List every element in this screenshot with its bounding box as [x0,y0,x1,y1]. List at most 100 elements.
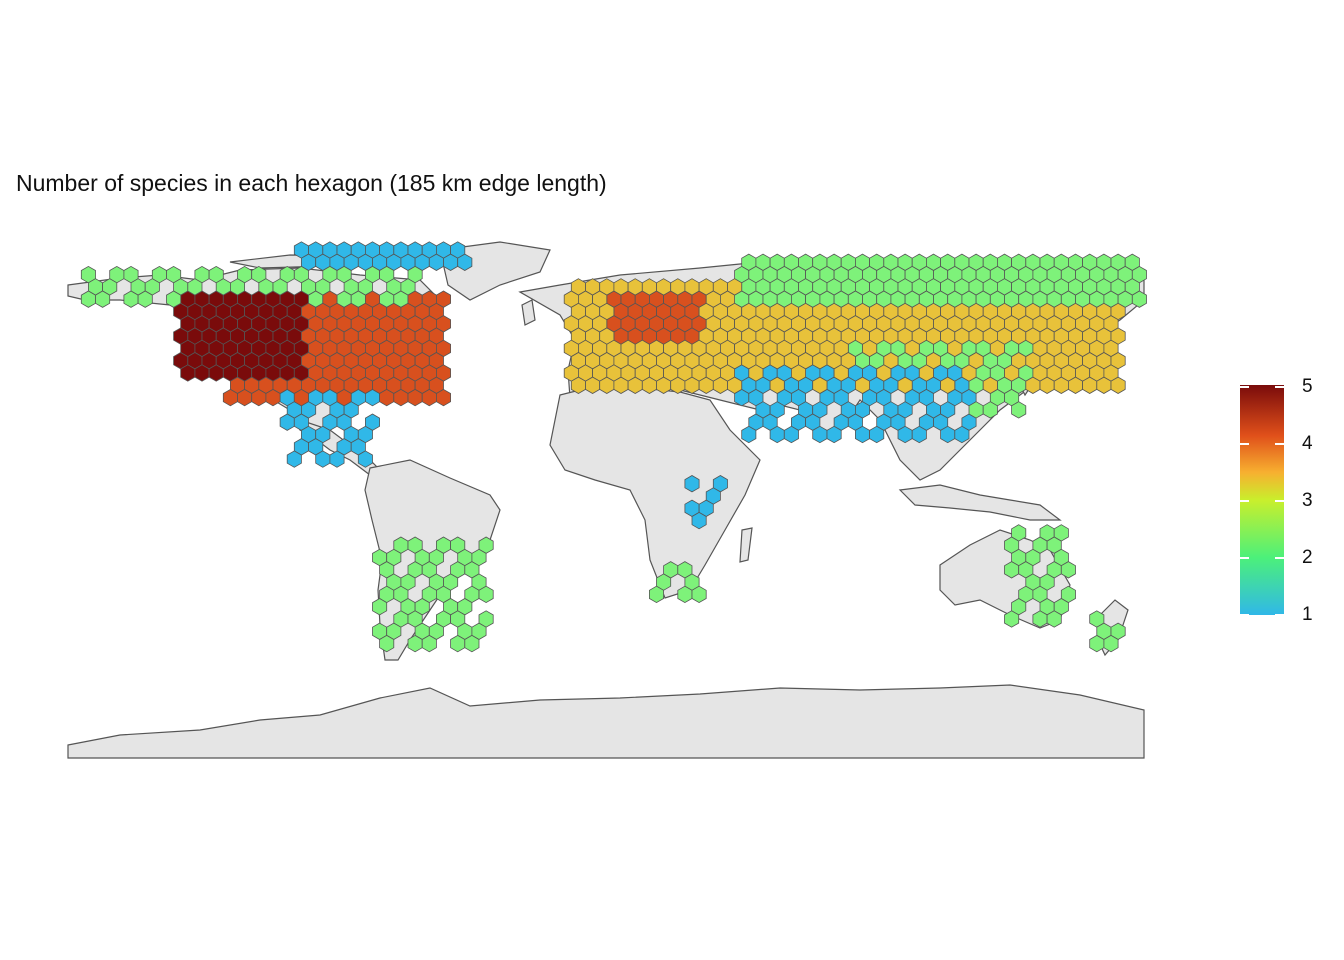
hexagon-europe-russia [1097,377,1111,393]
hexagon-europe-russia [791,365,805,381]
hexagon-canada-eastern-usa [436,389,450,405]
hexagon-europe-russia [813,353,827,369]
hexagon-europe-russia [877,365,891,381]
hexagon-europe-russia [699,377,713,393]
hexagon-eastern-australia [1033,611,1047,627]
hexagon-northern-canada-coast [81,291,95,307]
hexagon-europe-russia [1083,377,1097,393]
land-antarctica [68,685,1144,758]
hexagon-europe-russia [855,377,869,393]
hexagon-south-america-southern-cone- [451,635,465,651]
hexagon-canada-eastern-usa [266,389,280,405]
hexagon-south-southeast-asia [770,426,784,442]
hexagon-china [983,402,997,418]
hexagon-south-southeast-asia [912,426,926,442]
hexagon-europe-russia [685,377,699,393]
legend-label-2: 2 [1302,547,1313,569]
hexagon-europe-russia [571,377,585,393]
hexagon-northern-canada-coast [216,279,230,295]
hexagon-china [1012,402,1026,418]
hexagon-canada-eastern-usa [316,377,330,393]
hexagon-europe-russia [1054,377,1068,393]
legend-label-4: 4 [1302,433,1313,455]
hexagon-europe-russia [671,279,685,295]
hexagon-europe-russia [898,377,912,393]
hexagon-south-southeast-asia [941,426,955,442]
hexagon-europe-russia [770,377,784,393]
hexagon-europe-russia [657,377,671,393]
legend-label-3: 3 [1302,490,1313,512]
hexagon-south-southeast-asia [870,426,884,442]
hexagon-canada-eastern-usa [337,389,351,405]
hexagon-arctic-islands [458,254,472,270]
hexagon-south-southeast-asia [813,426,827,442]
hexagon-europe-russia [642,377,656,393]
color-legend: 5 4 3 2 1 [1238,383,1338,623]
hexagon-northern-canada-coast [96,291,110,307]
hexagon-europe-russia [884,328,898,344]
hexagon-europe-russia [1005,365,1019,381]
hexagon-western-north-america [181,365,195,381]
hexagon-europe-russia [813,377,827,393]
hexagon-east-africa [692,512,706,528]
hexagon-europe-russia [614,377,628,393]
hexagon-europe-russia [713,377,727,393]
hexagon-northern-canada-coast [230,279,244,295]
hexagon-europe-russia [990,340,1004,356]
hexagon-eastern-australia [1005,562,1019,578]
hexagon-south-southeast-asia [955,426,969,442]
hexagon-south-america-southern-cone- [380,635,394,651]
hexagon-europe-russia [926,328,940,344]
hexagon-mexico-central-america [358,451,372,467]
hexagon-south-southeast-asia [742,426,756,442]
hexagon-south-america-southern-cone- [408,635,422,651]
hexagon-south-america-southern-cone- [422,635,436,651]
hexagon-europe-russia [586,377,600,393]
hexagon-south-america-southern-cone- [373,599,387,615]
legend-label-5: 5 [1302,376,1313,398]
hexagon-canada-eastern-usa [223,389,237,405]
hexagon-europe-russia [628,377,642,393]
hexagon-europe-russia [863,340,877,356]
hexagon-mexico-central-america [330,451,344,467]
hexagon-europe-russia [1068,377,1082,393]
hexagon-northern-canada-coast [167,291,181,307]
hexagon-europe-russia [962,365,976,381]
hexagon-europe-russia [1012,328,1026,344]
hexagon-europe-russia [983,377,997,393]
hexagon-europe-russia [685,279,699,295]
hexagon-eastern-australia [1061,562,1075,578]
hexagon-canada-eastern-usa [394,389,408,405]
hexagon-europe-russia [919,365,933,381]
hexagon-canada-eastern-usa [380,389,394,405]
hexagon-new-zealand [1104,635,1118,651]
legend-label-1: 1 [1302,604,1313,626]
hexagon-europe-russia [614,279,628,295]
hexagon-europe-russia [905,340,919,356]
hexagon-northern-canada-coast [138,291,152,307]
hexagon-europe-russia [1040,377,1054,393]
hexagon-northern-canada-coast [273,279,287,295]
hexagon-europe-russia [728,377,742,393]
land-southeast-asia-islands [900,485,1060,520]
hexagon-europe-russia [941,377,955,393]
land-uk [522,300,535,325]
hexagon-europe-russia [671,377,685,393]
hexagon-south-southeast-asia [898,426,912,442]
hexagon-south-america-southern-cone- [465,635,479,651]
hexagon-europe-russia [834,365,848,381]
hexagon-southern-africa [692,586,706,602]
hexagon-europe-russia [749,365,763,381]
hexagon-mexico-central-america [287,451,301,467]
hexagon-east-africa [685,476,699,492]
hexagon-mexico-central-america [316,451,330,467]
land-madagascar [740,528,752,562]
hexagon-canada-eastern-usa [408,389,422,405]
hexagon-europe-russia [770,353,784,369]
hexagon-china [969,402,983,418]
hexagon-south-america-southern-cone- [479,586,493,602]
hexagon-europe-russia [657,279,671,295]
hexagon-canada-eastern-usa [238,389,252,405]
hexagon-europe-russia [642,279,656,295]
